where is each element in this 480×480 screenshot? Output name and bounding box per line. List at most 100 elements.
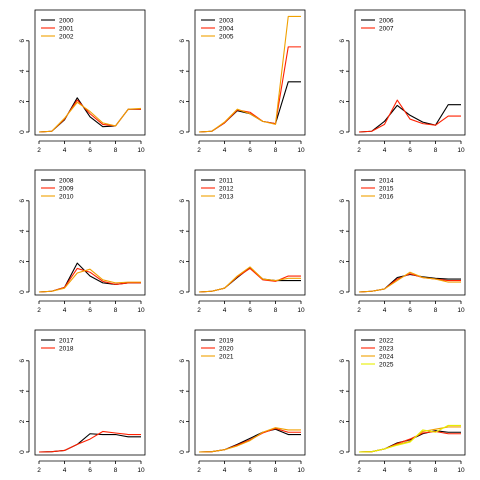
y-tick-label: 4	[179, 389, 186, 393]
legend-label-2003: 2003	[219, 17, 234, 24]
x-tick-label: 10	[297, 307, 305, 314]
x-tick-label: 6	[408, 147, 412, 154]
plot-box	[354, 169, 466, 296]
x-tick-label: 8	[274, 307, 278, 314]
legend-label-2009: 2009	[59, 185, 74, 192]
x-tick-label: 4	[383, 307, 387, 314]
legend-label-2020: 2020	[219, 345, 234, 352]
x-tick-label: 2	[37, 307, 41, 314]
y-tick-label: 6	[179, 199, 186, 203]
x-tick-label: 8	[434, 467, 438, 474]
x-tick-label: 6	[248, 147, 252, 154]
y-tick-label: 2	[19, 419, 26, 423]
x-tick-label: 6	[408, 467, 412, 474]
x-tick-label: 2	[357, 147, 361, 154]
x-tick-label: 6	[88, 147, 92, 154]
x-tick-label: 6	[248, 467, 252, 474]
legend-label-2005: 2005	[219, 33, 234, 40]
legend-label-2002: 2002	[59, 33, 74, 40]
x-tick-label: 4	[63, 467, 67, 474]
legend-label-2004: 2004	[219, 25, 234, 32]
y-tick-label: 4	[19, 229, 26, 233]
legend-label-2006: 2006	[379, 17, 394, 24]
legend-label-2024: 2024	[379, 353, 394, 360]
legend-label-2000: 2000	[59, 17, 74, 24]
y-tick-label: 0	[339, 450, 346, 454]
plot-box	[354, 329, 466, 456]
x-tick-label: 2	[197, 147, 201, 154]
y-tick-label: 0	[179, 130, 186, 134]
y-tick-label: 2	[179, 99, 186, 103]
series-line-2021	[198, 427, 301, 453]
y-tick-label: 4	[19, 69, 26, 73]
series-line-2016	[358, 271, 461, 293]
y-tick-label: 0	[19, 130, 26, 134]
x-tick-label: 10	[297, 147, 305, 154]
legend-label-2001: 2001	[59, 25, 74, 32]
y-tick-label: 6	[339, 39, 346, 43]
x-tick-label: 4	[383, 467, 387, 474]
legend-label-2021: 2021	[219, 353, 234, 360]
legend-label-2017: 2017	[59, 337, 74, 344]
x-tick-label: 2	[37, 467, 41, 474]
y-tick-label: 6	[179, 359, 186, 363]
y-tick-label: 6	[339, 359, 346, 363]
y-tick-label: 2	[339, 419, 346, 423]
x-tick-label: 2	[197, 307, 201, 314]
y-tick-label: 4	[339, 229, 346, 233]
x-tick-label: 4	[383, 147, 387, 154]
x-tick-label: 8	[114, 307, 118, 314]
series-line-2018	[38, 430, 141, 453]
series-line-2005	[198, 15, 301, 133]
legend-label-2019: 2019	[219, 337, 234, 344]
series-line-2000	[38, 97, 141, 133]
x-tick-label: 2	[357, 467, 361, 474]
plot-box	[34, 169, 146, 296]
x-tick-label: 6	[408, 307, 412, 314]
series-line-2002	[38, 101, 142, 133]
y-tick-label: 4	[179, 229, 186, 233]
legend-label-2014: 2014	[379, 177, 394, 184]
legend-label-2016: 2016	[379, 193, 394, 200]
x-tick-label: 8	[114, 147, 118, 154]
legend-label-2023: 2023	[379, 345, 394, 352]
x-tick-label: 2	[37, 147, 41, 154]
x-tick-label: 6	[248, 307, 252, 314]
plot-box	[34, 9, 146, 136]
y-tick-label: 2	[339, 259, 346, 263]
x-tick-label: 6	[88, 467, 92, 474]
legend-label-2022: 2022	[379, 337, 394, 344]
x-tick-label: 10	[457, 147, 465, 154]
legend-label-2025: 2025	[379, 361, 394, 368]
x-tick-label: 8	[114, 467, 118, 474]
plot-box	[34, 329, 146, 456]
series-line-2015	[358, 273, 461, 293]
y-tick-label: 0	[19, 450, 26, 454]
x-tick-label: 8	[274, 467, 278, 474]
y-tick-label: 0	[339, 290, 346, 294]
y-tick-label: 6	[179, 39, 186, 43]
y-tick-label: 4	[339, 389, 346, 393]
legend-label-2012: 2012	[219, 185, 234, 192]
series-line-2011	[198, 267, 301, 293]
x-tick-label: 10	[137, 467, 145, 474]
x-tick-label: 4	[63, 147, 67, 154]
y-tick-label: 4	[179, 69, 186, 73]
plot-box	[194, 169, 306, 296]
x-tick-label: 10	[457, 467, 465, 474]
x-tick-label: 4	[223, 147, 227, 154]
y-tick-label: 4	[19, 389, 26, 393]
series-line-2007	[358, 99, 461, 133]
series-line-2009	[38, 267, 141, 293]
legend-label-2018: 2018	[59, 345, 74, 352]
legend-label-2015: 2015	[379, 185, 394, 192]
y-tick-label: 2	[19, 99, 26, 103]
series-line-2008	[38, 262, 141, 293]
